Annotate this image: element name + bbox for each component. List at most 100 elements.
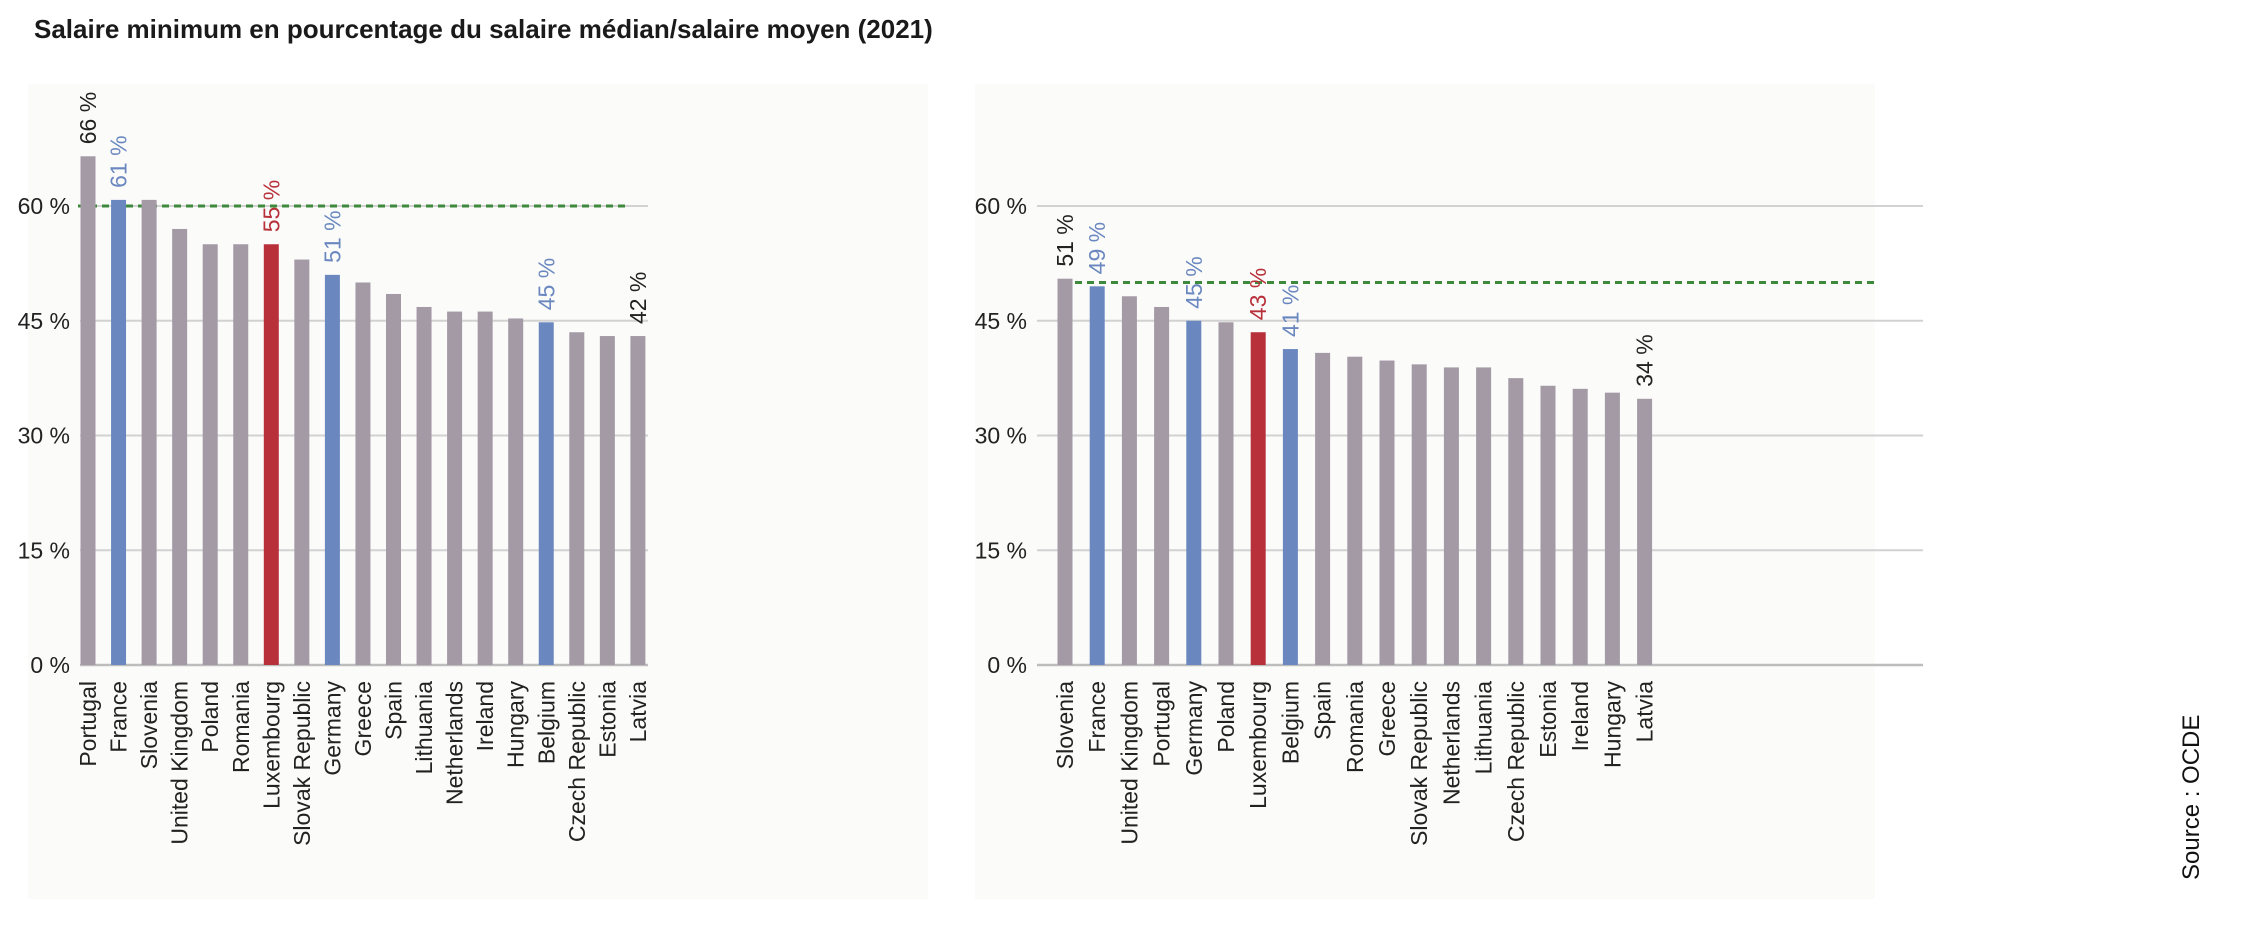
category-label: Belgium — [1277, 681, 1303, 764]
category-label: Luxembourg — [1245, 681, 1271, 809]
y-tick-label: 15 % — [18, 537, 70, 563]
category-label: Slovenia — [136, 681, 162, 769]
category-label: Latvia — [1632, 681, 1658, 743]
bar-romania — [233, 244, 249, 665]
bar-netherlands — [1443, 367, 1459, 665]
bar-chart-average: 0 % 15 % 30 % 45 % 60 % Slovenia France United … — [975, 193, 1923, 846]
category-label: Lithuania — [411, 681, 437, 775]
data-label: 45 % — [533, 258, 559, 310]
data-label: 51 % — [319, 210, 345, 262]
y-tick-label: 45 % — [975, 308, 1027, 334]
category-label: Poland — [1213, 681, 1239, 753]
category-label: Belgium — [533, 681, 559, 764]
bar-poland — [202, 244, 218, 665]
bar-germany — [324, 274, 340, 665]
bar-estonia — [599, 336, 615, 665]
bar-lithuania — [1476, 367, 1492, 665]
category-label: France — [1084, 681, 1110, 753]
category-label: Spain — [381, 681, 407, 740]
category-label: Germany — [319, 681, 345, 776]
bar-greece — [1379, 360, 1395, 665]
bar-slovenia — [1057, 278, 1073, 665]
category-label: Greece — [1374, 681, 1400, 756]
bar-netherlands — [447, 311, 463, 665]
data-label: 45 % — [1181, 256, 1207, 308]
category-label: Netherlands — [1438, 681, 1464, 805]
category-label: Lithuania — [1471, 681, 1497, 775]
bar-belgium — [1282, 349, 1298, 665]
category-label: Portugal — [75, 681, 101, 767]
data-label: 66 % — [75, 92, 101, 144]
bar-france — [1089, 286, 1105, 665]
bar-ireland — [477, 311, 493, 665]
bar-poland — [1218, 322, 1234, 665]
y-tick-label: 15 % — [975, 537, 1027, 563]
bar-spain — [1315, 352, 1331, 665]
y-tick-label: 45 % — [18, 308, 70, 334]
category-label: Hungary — [503, 681, 529, 768]
data-label: 49 % — [1084, 222, 1110, 274]
category-label: Ireland — [472, 681, 498, 751]
bar-hungary — [508, 318, 524, 665]
category-label: Estonia — [1535, 681, 1561, 758]
data-label: 43 % — [1245, 268, 1271, 320]
data-label: 55 % — [258, 180, 284, 232]
category-label: Czech Republic — [1503, 681, 1529, 842]
category-label: Hungary — [1599, 681, 1625, 768]
bar-portugal — [1154, 306, 1170, 665]
category-label: Czech Republic — [564, 681, 590, 842]
data-label: 42 % — [625, 272, 651, 324]
bar-slovenia — [141, 199, 157, 665]
y-tick-label: 30 % — [975, 423, 1027, 449]
bar-ireland — [1572, 388, 1588, 665]
bar-hungary — [1604, 392, 1620, 665]
chart-title: Salaire minimum en pourcentage du salair… — [34, 14, 933, 44]
category-label: United Kingdom — [167, 681, 193, 845]
bar-slovak-republic — [294, 259, 310, 665]
category-label: Estonia — [594, 681, 620, 758]
data-label: 41 % — [1277, 285, 1303, 337]
bar-latvia — [630, 336, 646, 665]
category-label: France — [106, 681, 132, 753]
category-label: Romania — [1342, 681, 1368, 773]
data-label: 51 % — [1052, 214, 1078, 266]
bar-czech-republic — [1508, 378, 1524, 665]
y-tick-label: 30 % — [18, 423, 70, 449]
category-label: Netherlands — [442, 681, 468, 805]
bar-belgium — [538, 322, 554, 665]
bar-lithuania — [416, 306, 432, 665]
y-tick-label: 0 % — [30, 652, 70, 678]
bar-luxembourg — [1250, 332, 1266, 665]
category-label: Germany — [1181, 681, 1207, 776]
category-label: Spain — [1310, 681, 1336, 740]
category-label: Slovak Republic — [1406, 681, 1432, 846]
source-note: Source : OCDE — [2178, 714, 2205, 880]
bar-slovak-republic — [1411, 364, 1427, 665]
bar-france — [111, 199, 127, 665]
bar-romania — [1347, 356, 1363, 665]
y-tick-label: 60 % — [975, 193, 1027, 219]
category-label: Greece — [350, 681, 376, 756]
category-label: Portugal — [1149, 681, 1175, 767]
category-label: Latvia — [625, 681, 651, 743]
y-tick-label: 0 % — [987, 652, 1027, 678]
category-label: Slovenia — [1052, 681, 1078, 769]
category-label: Poland — [197, 681, 223, 753]
bar-estonia — [1540, 385, 1556, 665]
bar-chart-median: 0 % 15 % 30 % 45 % 60 % Portugal France Sloveni… — [18, 92, 651, 846]
bar-spain — [386, 293, 401, 665]
category-label: United Kingdom — [1116, 681, 1142, 845]
y-tick-label: 60 % — [18, 193, 70, 219]
bar-united-kingdom — [172, 228, 188, 665]
bar-czech-republic — [569, 332, 585, 665]
category-label: Romania — [228, 681, 254, 773]
bar-luxembourg — [263, 244, 279, 665]
bar-greece — [355, 282, 371, 665]
data-label: 34 % — [1632, 334, 1658, 386]
category-label: Ireland — [1567, 681, 1593, 751]
bar-germany — [1186, 320, 1202, 665]
bar-latvia — [1637, 398, 1653, 665]
data-label: 61 % — [106, 135, 132, 187]
bar-portugal — [80, 156, 96, 665]
chart-panel-median: 0 % 15 % 30 % 45 % 60 % Portugal France Sloveni… — [18, 84, 928, 899]
